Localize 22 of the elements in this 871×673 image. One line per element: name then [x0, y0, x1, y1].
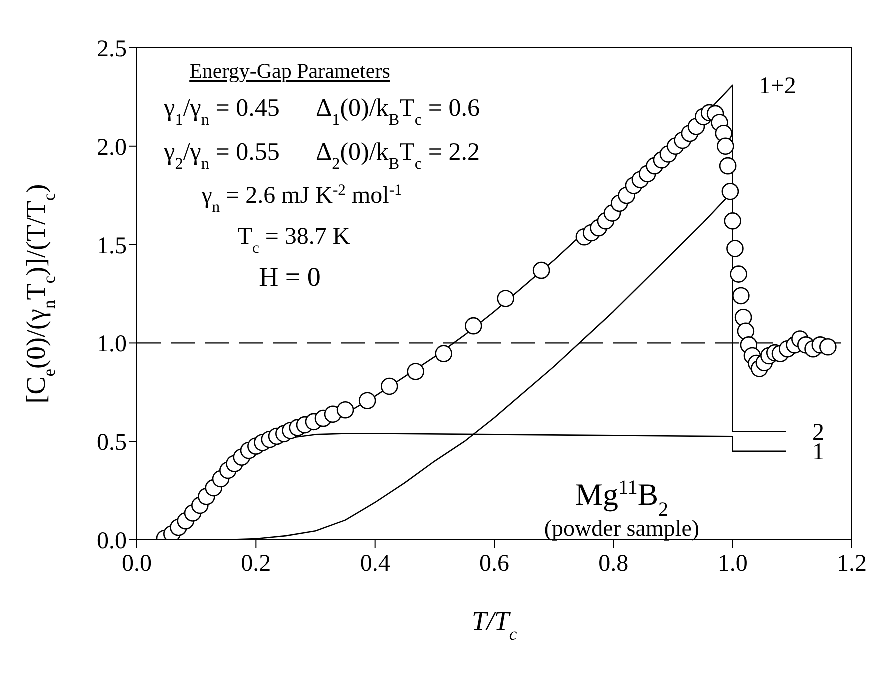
annotation: Energy-Gap Parameters	[190, 59, 390, 83]
annotation: γ$_{1}$/γ$_{n}$ = 0.45	[163, 95, 280, 129]
annotation: γ$_{2}$/γ$_{n}$ = 0.55	[163, 139, 280, 173]
x-tick-label: 0.8	[598, 551, 629, 578]
x-tick-label: 0.4	[360, 551, 390, 578]
y-tick-label: 1.0	[97, 332, 127, 358]
x-tick-label: 0.6	[480, 551, 510, 578]
y-tick-label: 0.5	[97, 430, 127, 456]
annotation: H = 0	[259, 262, 321, 292]
y-tick-label: 2.0	[97, 134, 127, 161]
annotation: γ$_{n}$ = 2.6 mJ K$^{-2}$ mol$^{-1}$	[200, 182, 402, 216]
x-tick-label: 1.2	[837, 551, 867, 578]
x-axis-title: T/T$_{c}$	[472, 606, 518, 644]
series-label: 1+2	[758, 73, 796, 100]
y-tick-label: 2.5	[97, 36, 127, 63]
annotation: Δ$_{1}$(0)/k$_{B}$T$_{c}$ = 0.6	[316, 95, 480, 129]
x-tick-label: 1.0	[718, 551, 748, 578]
series-label: 1	[812, 439, 824, 466]
x-tick-label: 0.2	[241, 551, 272, 578]
annotation: T$_{c}$ = 38.7 K	[238, 224, 351, 256]
y-tick-label: 1.5	[97, 233, 127, 260]
annotation: Δ$_{2}$(0)/k$_{B}$T$_{c}$ = 2.2	[316, 139, 480, 173]
